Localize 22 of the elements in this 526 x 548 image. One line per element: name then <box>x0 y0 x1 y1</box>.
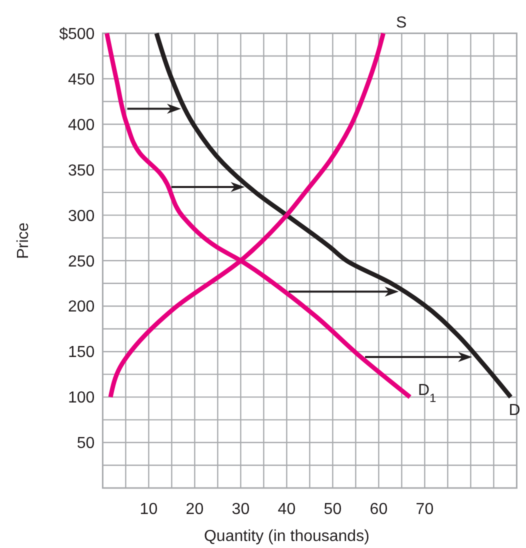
x-tick-label: 70 <box>416 501 434 518</box>
x-tick-label: 50 <box>324 501 342 518</box>
y-tick-label: 450 <box>68 71 95 88</box>
y-tick-label: $500 <box>59 26 95 43</box>
x-tick-label: 40 <box>278 501 296 518</box>
x-axis-title: Quantity (in thousands) <box>204 528 370 545</box>
x-tick-label: 10 <box>140 501 158 518</box>
y-tick-label: 50 <box>76 435 95 452</box>
series-label: D <box>508 402 520 420</box>
y-tick-label: 200 <box>68 298 95 316</box>
y-tick-label: 300 <box>68 208 95 225</box>
y-tick-label: 400 <box>68 116 95 134</box>
y-tick-label: 150 <box>68 344 95 362</box>
x-tick-label: 20 <box>186 501 204 518</box>
y-axis-title: Price <box>15 222 32 259</box>
series-label: D$_{1}$ <box>418 382 437 406</box>
y-tick-label: 350 <box>68 162 95 180</box>
x-tick-label: 30 <box>232 501 250 518</box>
series-label: S <box>396 14 407 32</box>
x-tick-label: 60 <box>370 501 388 518</box>
y-tick-label: 100 <box>68 390 95 407</box>
y-tick-label: 250 <box>68 253 95 270</box>
